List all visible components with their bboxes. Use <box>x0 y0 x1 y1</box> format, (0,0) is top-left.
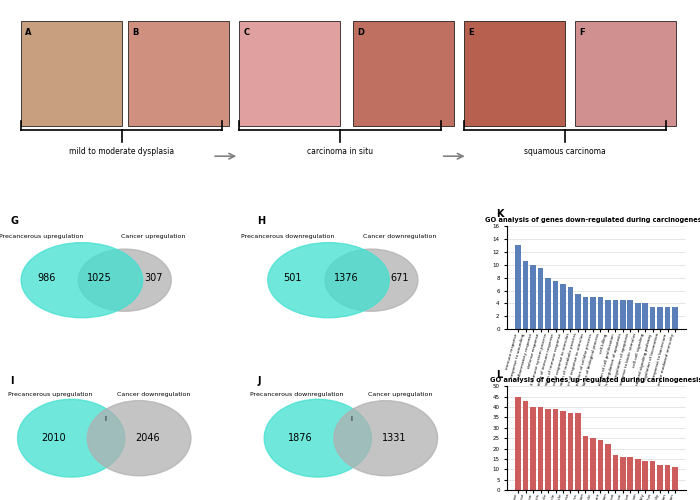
Bar <box>605 300 610 330</box>
Bar <box>590 297 596 330</box>
Bar <box>560 284 566 330</box>
Bar <box>643 304 648 330</box>
Bar <box>598 440 603 490</box>
Bar <box>635 459 640 490</box>
Text: Cancer downregulation: Cancer downregulation <box>117 392 190 396</box>
Text: 1331: 1331 <box>382 433 407 443</box>
Bar <box>568 288 573 330</box>
Text: 1876: 1876 <box>288 433 312 443</box>
Text: 1025: 1025 <box>88 272 112 282</box>
Bar <box>575 414 581 490</box>
Text: F: F <box>579 28 584 36</box>
Text: J: J <box>257 376 260 386</box>
Ellipse shape <box>268 242 389 318</box>
Bar <box>590 438 596 490</box>
Ellipse shape <box>334 400 438 476</box>
Ellipse shape <box>18 400 125 477</box>
Text: E: E <box>468 28 474 36</box>
Bar <box>627 457 633 490</box>
Ellipse shape <box>88 400 191 476</box>
Text: squamous carcinoma: squamous carcinoma <box>524 148 606 156</box>
Bar <box>553 281 559 330</box>
Bar <box>523 262 528 330</box>
Text: L: L <box>496 370 503 380</box>
Text: 2010: 2010 <box>41 433 66 443</box>
Text: Cancer upregulation: Cancer upregulation <box>368 392 432 396</box>
Bar <box>657 465 663 490</box>
FancyBboxPatch shape <box>21 20 122 126</box>
Text: mild to moderate dysplasia: mild to moderate dysplasia <box>69 148 174 156</box>
Text: Precancerous downregulation: Precancerous downregulation <box>241 234 334 238</box>
Text: 501: 501 <box>284 272 302 282</box>
Text: 307: 307 <box>144 272 162 282</box>
FancyBboxPatch shape <box>464 20 565 126</box>
Bar <box>612 455 618 490</box>
Text: I: I <box>351 416 353 422</box>
Bar <box>531 264 536 330</box>
Text: H: H <box>257 216 265 226</box>
Bar <box>545 409 551 490</box>
Bar <box>612 300 618 330</box>
Text: G: G <box>10 216 18 226</box>
Text: 671: 671 <box>391 272 409 282</box>
Bar <box>515 245 521 330</box>
Title: GO analysis of genes up-regulated during carcinogenesis: GO analysis of genes up-regulated during… <box>491 377 700 383</box>
Bar <box>568 414 573 490</box>
Bar <box>665 465 671 490</box>
Bar <box>672 467 678 490</box>
Bar <box>582 436 588 490</box>
Text: K: K <box>496 210 504 220</box>
Bar <box>665 306 671 330</box>
Bar <box>635 304 640 330</box>
Text: 2046: 2046 <box>136 433 160 443</box>
Text: I: I <box>10 376 14 386</box>
Bar <box>643 461 648 490</box>
Text: Precancerous upregulation: Precancerous upregulation <box>8 392 92 396</box>
Bar <box>515 396 521 490</box>
Bar <box>620 457 626 490</box>
Title: GO analysis of genes down-regulated during carcinogenesis: GO analysis of genes down-regulated duri… <box>485 216 700 222</box>
Text: B: B <box>132 28 139 36</box>
Bar <box>523 401 528 490</box>
Ellipse shape <box>325 249 418 312</box>
Bar <box>650 461 655 490</box>
Bar <box>553 409 559 490</box>
Ellipse shape <box>264 400 372 477</box>
Bar <box>627 300 633 330</box>
Bar <box>538 407 543 490</box>
Bar <box>575 294 581 330</box>
Bar <box>560 412 566 490</box>
Text: C: C <box>243 28 249 36</box>
Bar <box>598 297 603 330</box>
Bar <box>620 300 626 330</box>
Bar <box>672 306 678 330</box>
Bar <box>657 306 663 330</box>
Text: 1376: 1376 <box>334 272 358 282</box>
Ellipse shape <box>78 249 172 312</box>
Text: D: D <box>358 28 365 36</box>
Bar <box>538 268 543 330</box>
FancyBboxPatch shape <box>128 20 229 126</box>
Bar <box>605 444 610 490</box>
Text: Precancerous upregulation: Precancerous upregulation <box>0 234 83 238</box>
Ellipse shape <box>21 242 143 318</box>
Text: 986: 986 <box>37 272 55 282</box>
FancyBboxPatch shape <box>239 20 340 126</box>
Bar <box>545 278 551 330</box>
Bar <box>582 297 588 330</box>
FancyBboxPatch shape <box>354 20 454 126</box>
Text: A: A <box>25 28 32 36</box>
Text: Precancerous downregulation: Precancerous downregulation <box>250 392 343 396</box>
Text: Cancer downregulation: Cancer downregulation <box>363 234 437 238</box>
Text: carcinoma in situ: carcinoma in situ <box>307 148 373 156</box>
Bar <box>650 306 655 330</box>
Bar <box>531 407 536 490</box>
Text: I: I <box>104 416 106 422</box>
FancyBboxPatch shape <box>575 20 676 126</box>
Text: Cancer upregulation: Cancer upregulation <box>121 234 186 238</box>
